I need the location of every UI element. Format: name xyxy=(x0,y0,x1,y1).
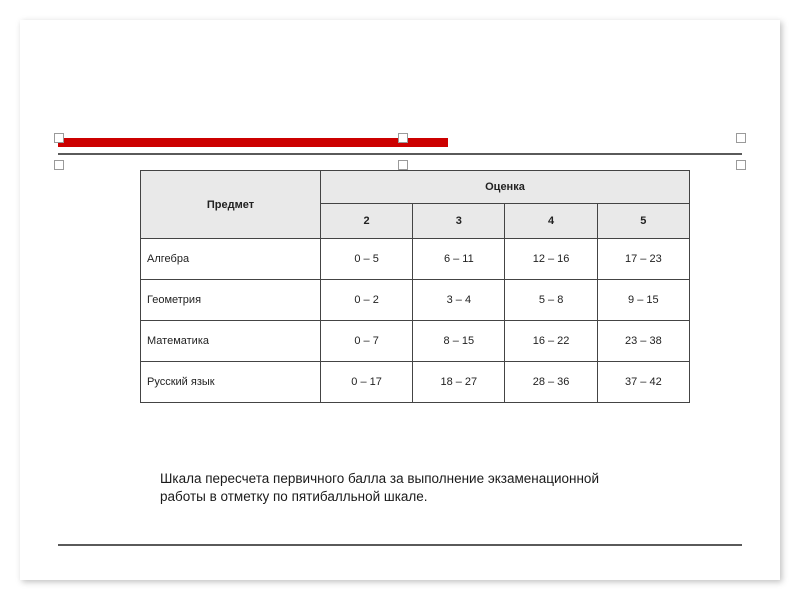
value-cell: 3 – 4 xyxy=(413,280,505,321)
table-row: Алгебра 0 – 5 6 – 11 12 – 16 17 – 23 xyxy=(141,239,690,280)
value-cell: 0 – 2 xyxy=(320,280,412,321)
header-grade-4: 4 xyxy=(505,204,597,239)
grade-table-container: Предмет Оценка 2 3 4 5 Алгебра 0 – 5 6 –… xyxy=(140,170,690,403)
accent-bar xyxy=(58,138,448,147)
value-cell: 16 – 22 xyxy=(505,321,597,362)
header-subject: Предмет xyxy=(141,171,321,239)
header-grade-5: 5 xyxy=(597,204,689,239)
value-cell: 18 – 27 xyxy=(413,362,505,403)
handle-icon xyxy=(398,160,408,170)
value-cell: 0 – 7 xyxy=(320,321,412,362)
header-grade-2: 2 xyxy=(320,204,412,239)
subject-cell: Геометрия xyxy=(141,280,321,321)
subject-cell: Русский язык xyxy=(141,362,321,403)
grade-table: Предмет Оценка 2 3 4 5 Алгебра 0 – 5 6 –… xyxy=(140,170,690,403)
caption-text: Шкала пересчета первичного балла за выпо… xyxy=(160,470,620,506)
handle-icon xyxy=(736,133,746,143)
thin-rule-bottom xyxy=(58,544,742,546)
value-cell: 28 – 36 xyxy=(505,362,597,403)
table-row: Русский язык 0 – 17 18 – 27 28 – 36 37 –… xyxy=(141,362,690,403)
header-grade-3: 3 xyxy=(413,204,505,239)
slide-frame: Предмет Оценка 2 3 4 5 Алгебра 0 – 5 6 –… xyxy=(20,20,780,580)
value-cell: 37 – 42 xyxy=(597,362,689,403)
value-cell: 23 – 38 xyxy=(597,321,689,362)
thin-rule-top xyxy=(58,153,742,155)
table-row: Математика 0 – 7 8 – 15 16 – 22 23 – 38 xyxy=(141,321,690,362)
value-cell: 12 – 16 xyxy=(505,239,597,280)
table-row: Геометрия 0 – 2 3 – 4 5 – 8 9 – 15 xyxy=(141,280,690,321)
handle-icon xyxy=(54,160,64,170)
value-cell: 0 – 5 xyxy=(320,239,412,280)
value-cell: 5 – 8 xyxy=(505,280,597,321)
handle-icon xyxy=(398,133,408,143)
handle-icon xyxy=(736,160,746,170)
value-cell: 6 – 11 xyxy=(413,239,505,280)
value-cell: 9 – 15 xyxy=(597,280,689,321)
subject-cell: Математика xyxy=(141,321,321,362)
value-cell: 17 – 23 xyxy=(597,239,689,280)
value-cell: 8 – 15 xyxy=(413,321,505,362)
value-cell: 0 – 17 xyxy=(320,362,412,403)
handle-icon xyxy=(54,133,64,143)
subject-cell: Алгебра xyxy=(141,239,321,280)
header-grade: Оценка xyxy=(320,171,689,204)
